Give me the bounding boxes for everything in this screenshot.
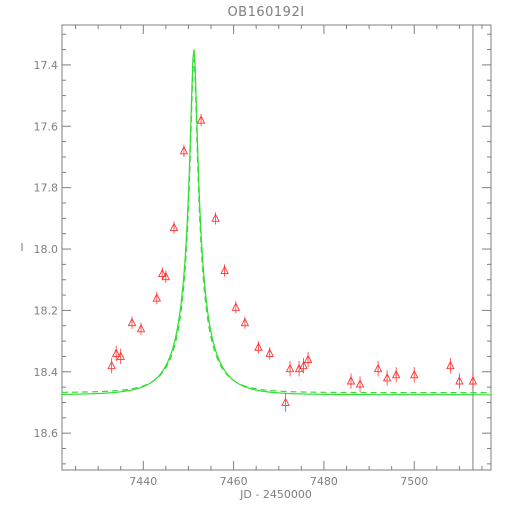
x-tick-label: 7460: [220, 475, 248, 488]
triangle-marker: [391, 369, 401, 379]
data-point: [231, 301, 241, 314]
x-tick-label: 7480: [310, 475, 338, 488]
data-point: [446, 357, 455, 374]
data-point: [107, 357, 116, 374]
data-point: [346, 373, 356, 389]
triangle-marker: [254, 342, 263, 351]
y-tick-label: 17.6: [34, 120, 59, 133]
triangle-marker: [161, 271, 171, 281]
y-axis-label: I: [20, 241, 23, 254]
triangle-marker: [127, 317, 137, 327]
data-point: [468, 373, 478, 389]
data-point: [391, 367, 401, 383]
triangle-marker: [303, 354, 313, 363]
triangle-marker: [111, 348, 121, 357]
triangle-marker: [468, 375, 478, 385]
model-curve-dashed: [61, 59, 491, 394]
axis-ticks: 7440 7460 7480 7500 17.4 17.6 17.8 18.0 18.2 18.4…: [34, 25, 491, 488]
data-point: [179, 144, 189, 157]
data-point: [111, 345, 121, 362]
data-point: [161, 270, 171, 283]
y-tick-label: 17.4: [34, 59, 59, 72]
y-tick-label: 17.8: [34, 182, 59, 195]
data-point: [455, 373, 464, 389]
triangle-marker: [355, 379, 365, 388]
model-curve-solid: [61, 49, 491, 396]
data-point: [254, 341, 263, 354]
x-axis-label: JD - 2450000: [239, 488, 312, 501]
triangle-marker: [158, 268, 167, 278]
triangle-marker: [136, 323, 146, 333]
data-point: [196, 114, 206, 127]
x-tick-label: 7440: [129, 475, 157, 488]
data-point: [303, 351, 313, 368]
triangle-marker: [346, 375, 356, 385]
data-point: [116, 348, 125, 365]
triangle-marker: [220, 265, 229, 274]
data-point: [410, 367, 419, 383]
data-point: [382, 370, 392, 386]
y-tick-label: 18.4: [34, 366, 59, 379]
triangle-marker: [299, 360, 308, 370]
plot-frame: [61, 24, 492, 471]
triangle-marker: [446, 360, 455, 370]
triangle-marker: [265, 348, 274, 357]
triangle-marker: [373, 363, 383, 373]
y-tick-label: 18.6: [34, 427, 59, 440]
data-point: [299, 357, 308, 374]
triangle-marker: [285, 363, 295, 373]
triangle-marker: [410, 369, 419, 379]
triangle-marker: [240, 317, 250, 327]
data-point: [158, 267, 167, 280]
triangle-marker: [107, 360, 116, 370]
data-point: [136, 322, 146, 335]
data-point: [152, 292, 162, 305]
data-point: [373, 361, 383, 377]
triangle-marker: [382, 372, 392, 382]
data-points: [107, 114, 478, 412]
chart-title: OB160192I: [227, 5, 304, 20]
data-point: [127, 316, 137, 329]
model-curves: [61, 49, 491, 396]
triangle-marker: [116, 351, 125, 360]
data-point: [240, 316, 250, 329]
data-point: [169, 221, 179, 234]
triangle-marker: [281, 397, 290, 406]
triangle-marker: [179, 145, 189, 155]
data-point: [220, 264, 229, 277]
triangle-marker: [196, 115, 206, 124]
data-point: [285, 361, 295, 377]
triangle-marker: [455, 375, 464, 385]
x-tick-label: 7500: [400, 475, 428, 488]
triangle-marker: [169, 222, 179, 232]
data-point: [281, 393, 290, 412]
data-point: [355, 376, 365, 392]
triangle-marker: [211, 213, 220, 222]
data-point: [265, 347, 274, 360]
data-point: [211, 212, 220, 225]
y-tick-label: 18.2: [34, 304, 59, 317]
triangle-marker: [152, 293, 162, 302]
triangle-marker: [231, 302, 241, 311]
y-tick-label: 18.0: [34, 243, 59, 256]
